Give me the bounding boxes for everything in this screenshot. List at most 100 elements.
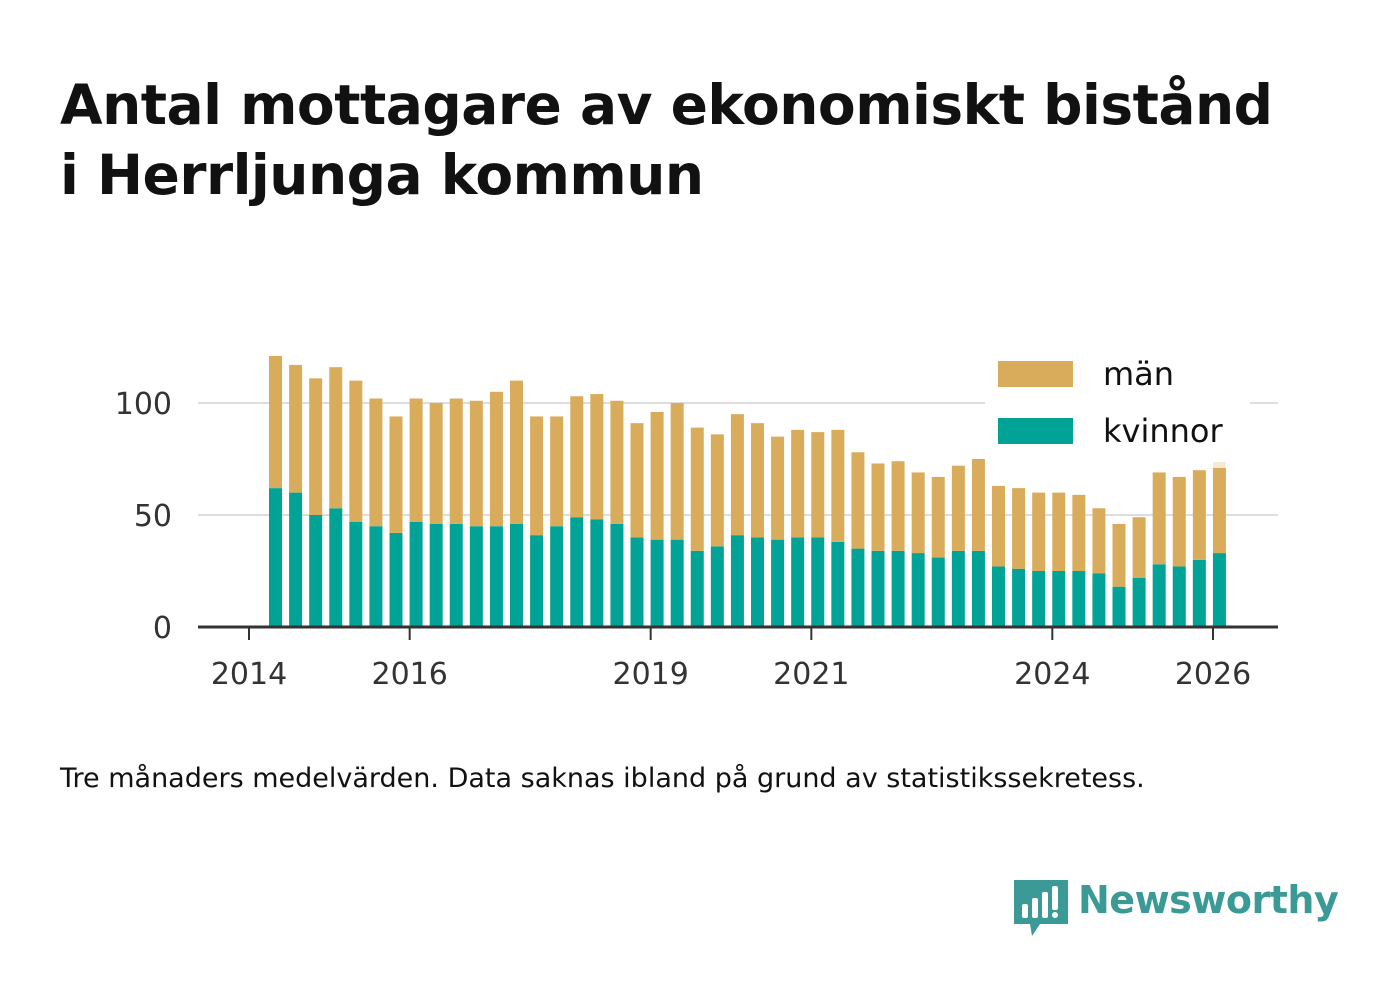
bar-kvinnor <box>489 526 503 627</box>
bar-man <box>831 429 845 542</box>
bar-man <box>1012 488 1026 569</box>
bar-kvinnor <box>831 541 845 627</box>
bar-man <box>1112 523 1126 587</box>
bar-man <box>891 461 905 551</box>
chart-title-line-2: i Herrljunga kommun <box>60 143 704 207</box>
bar-kvinnor <box>269 488 283 627</box>
bar-man <box>730 414 744 536</box>
bar-kvinnor <box>730 535 744 627</box>
bar-man <box>992 485 1006 567</box>
bar-kvinnor <box>1012 568 1026 627</box>
bar-man <box>349 380 363 522</box>
bar-man <box>971 459 985 551</box>
bar-man <box>409 398 423 522</box>
bar-kvinnor <box>1212 553 1226 627</box>
bar-kvinnor <box>449 523 463 627</box>
chart-title-line-1: Antal mottagare av ekonomiskt bistånd <box>60 73 1273 137</box>
bar-man <box>751 423 765 538</box>
bar-man <box>530 416 544 536</box>
bar-kvinnor <box>409 521 423 627</box>
bar-man <box>650 411 664 540</box>
bar-man <box>389 416 403 533</box>
bar-man <box>570 396 584 518</box>
bar-kvinnor <box>891 550 905 627</box>
bar-man <box>791 429 805 538</box>
bar-man <box>1072 494 1086 571</box>
bar-man <box>931 476 945 558</box>
bar-kvinnor <box>309 515 323 627</box>
bar-kvinnor <box>1072 571 1086 627</box>
bar-man <box>469 400 483 527</box>
bar-kvinnor <box>1112 586 1126 627</box>
bar-man <box>871 463 885 551</box>
bar-man <box>429 403 443 524</box>
bar-kvinnor <box>971 550 985 627</box>
bar-man <box>1172 476 1186 567</box>
bar-man <box>329 367 343 509</box>
bar-kvinnor <box>1172 566 1186 627</box>
bar-kvinnor <box>771 539 785 627</box>
x-tick-label: 2019 <box>612 657 688 692</box>
bar-kvinnor <box>630 537 644 627</box>
bar-man <box>690 427 704 551</box>
brand-name: Newsworthy <box>1078 878 1339 922</box>
bar-man <box>1152 472 1166 565</box>
bar-kvinnor <box>911 553 925 627</box>
bar-man <box>710 434 724 547</box>
bar-man <box>811 432 825 538</box>
stacked-bar-chart: 0 50 100 2014 2016 2019 2021 2024 2026 män kvinnor <box>115 350 1278 692</box>
bar-kvinnor <box>1192 559 1206 627</box>
bar-kvinnor <box>1092 573 1106 627</box>
y-tick-label: 100 <box>115 387 172 422</box>
newsworthy-logo-icon <box>1014 880 1068 936</box>
bar-man <box>289 364 303 493</box>
bar-kvinnor <box>590 519 604 627</box>
bar-kvinnor <box>289 492 303 627</box>
bar-kvinnor <box>811 537 825 627</box>
bar-kvinnor <box>1152 564 1166 627</box>
bar-man <box>510 380 524 524</box>
chart-title: Antal mottagare av ekonomiskt bistånd i … <box>60 70 1350 210</box>
bar-kvinnor <box>329 508 343 627</box>
bar-kvinnor <box>751 537 765 627</box>
bar-kvinnor <box>710 546 724 627</box>
x-tick-label: 2016 <box>371 657 447 692</box>
bar-kvinnor <box>670 539 684 627</box>
bar-man <box>1092 508 1106 574</box>
bar-man <box>590 394 604 520</box>
bar-man <box>489 391 503 527</box>
legend-label-man: män <box>1103 355 1174 393</box>
x-tick-label: 2021 <box>773 657 849 692</box>
x-tick-label: 2026 <box>1175 657 1251 692</box>
bar-kvinnor <box>931 557 945 627</box>
bar-kvinnor <box>570 517 584 627</box>
bar-kvinnor <box>369 526 383 627</box>
y-tick-label: 50 <box>134 499 172 534</box>
bar-kvinnor <box>650 539 664 627</box>
bar-man <box>369 398 383 527</box>
bar-man <box>1132 517 1146 578</box>
x-tick-label: 2024 <box>1014 657 1090 692</box>
bar-kvinnor <box>951 550 965 627</box>
legend-swatch-kvinnor <box>998 418 1073 444</box>
bar-kvinnor <box>349 521 363 627</box>
bar-man <box>610 400 624 524</box>
bar-kvinnor <box>469 526 483 627</box>
bar-man <box>1212 467 1226 554</box>
bar-man <box>550 416 564 527</box>
bar-man <box>1052 492 1066 571</box>
bar-kvinnor <box>851 548 865 627</box>
bar-man <box>911 472 925 554</box>
bar-kvinnor <box>871 550 885 627</box>
bar-man <box>269 355 283 489</box>
x-tick-label: 2014 <box>211 657 287 692</box>
bar-kvinnor <box>992 566 1006 627</box>
bar-kvinnor <box>690 550 704 627</box>
bar-kvinnor <box>550 526 564 627</box>
bar-kvinnor <box>530 535 544 627</box>
legend-swatch-man <box>998 361 1073 387</box>
bar-man <box>309 378 323 515</box>
bar-man <box>630 423 644 538</box>
bar-kvinnor <box>1032 571 1046 627</box>
bar-kvinnor <box>791 537 805 627</box>
